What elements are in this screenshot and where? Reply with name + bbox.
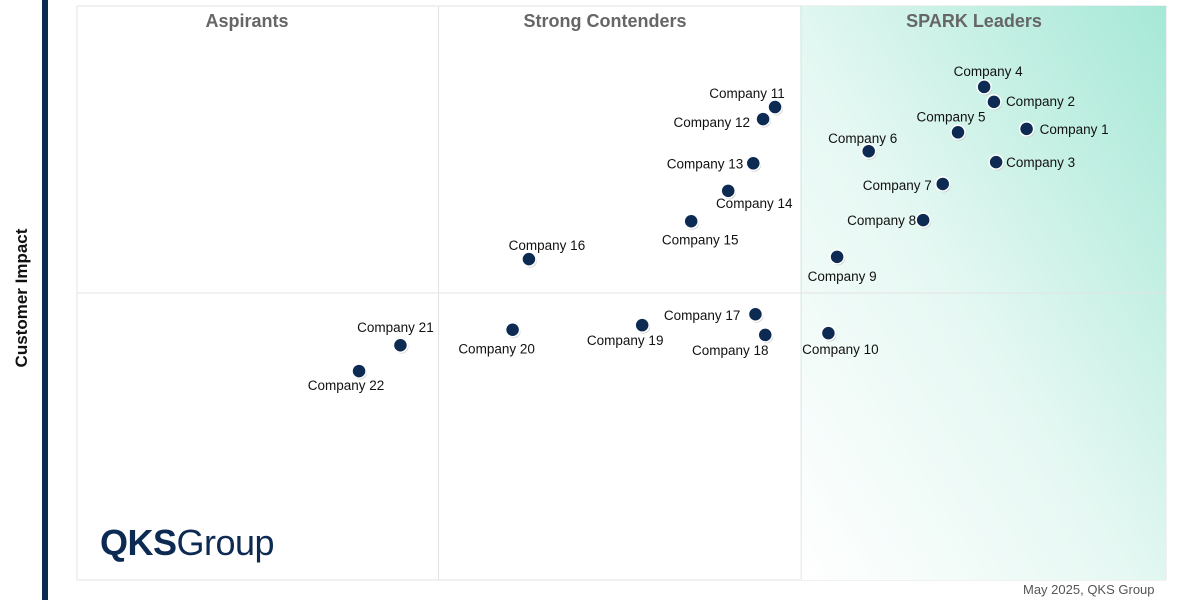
point-label: Company 14 [716, 196, 793, 211]
quadrant-title: Aspirants [205, 11, 288, 31]
source-credit: May 2025, QKS Group [1023, 582, 1155, 597]
data-point: Company 15 [662, 213, 739, 247]
data-point: Company 5 [916, 109, 986, 141]
data-point: Company 17 [664, 306, 764, 323]
data-point: Company 9 [808, 249, 877, 284]
quadrant-title: SPARK Leaders [906, 11, 1042, 31]
data-point: Company 22 [308, 363, 385, 393]
point-label: Company 9 [808, 269, 877, 284]
marker [747, 306, 764, 322]
marker [755, 111, 771, 127]
axis-bar [42, 0, 48, 600]
marker [767, 99, 783, 115]
point-label: Company 20 [458, 342, 535, 357]
data-point: Company 7 [863, 176, 951, 193]
data-point: Company 4 [954, 64, 1024, 96]
data-point: Company 16 [509, 238, 586, 268]
marker [988, 154, 1004, 170]
point-label: Company 11 [709, 86, 785, 101]
point-label: Company 5 [916, 109, 985, 124]
marker [986, 94, 1002, 110]
marker [820, 325, 837, 341]
marker [860, 143, 877, 159]
point-label: Company 13 [667, 156, 744, 171]
marker [757, 327, 773, 343]
data-point: Company 2 [986, 94, 1075, 111]
data-point: Company 10 [802, 325, 879, 357]
point-label: Company 4 [954, 64, 1024, 79]
qks-group-logo: QKSGroup [100, 522, 275, 563]
marker [634, 317, 650, 333]
marker [976, 79, 992, 95]
marker [504, 321, 521, 338]
data-point: Company 6 [828, 131, 897, 160]
point-label: Company 15 [662, 232, 739, 247]
data-point: Company 13 [667, 155, 762, 172]
data-point: Company 8 [847, 212, 932, 229]
data-point: Company 21 [357, 320, 434, 354]
data-point: Company 3 [988, 154, 1075, 171]
point-label: Company 17 [664, 308, 741, 323]
point-label: Company 10 [802, 342, 879, 357]
marker [683, 213, 699, 229]
point-label: Company 1 [1040, 122, 1109, 137]
data-point: Company 11 [709, 86, 785, 116]
marker [915, 212, 931, 228]
point-label: Company 22 [308, 378, 385, 393]
marker [745, 155, 762, 172]
marker [392, 337, 409, 353]
data-point: Company 19 [587, 317, 664, 348]
marker [829, 249, 845, 265]
point-label: Company 3 [1006, 155, 1075, 170]
data-point: Company 1 [1018, 121, 1109, 138]
marker [351, 363, 367, 379]
data-point: Company 14 [716, 183, 793, 211]
point-label: Company 21 [357, 320, 434, 335]
marker [720, 183, 736, 199]
marker [950, 124, 966, 141]
point-label: Company 6 [828, 131, 897, 146]
marker [521, 251, 537, 267]
marker [1018, 121, 1035, 137]
point-label: Company 12 [674, 115, 751, 130]
point-label: Company 2 [1006, 94, 1075, 109]
quadrant-title: Strong Contenders [523, 11, 686, 31]
data-point: Company 20 [458, 321, 535, 357]
point-label: Company 16 [509, 238, 586, 253]
marker [935, 176, 951, 192]
point-label: Company 19 [587, 333, 664, 348]
data-point: Company 12 [674, 111, 772, 130]
data-point: Company 18 [692, 327, 774, 358]
point-label: Company 18 [692, 343, 769, 358]
point-label: Company 8 [847, 213, 916, 228]
point-label: Company 7 [863, 178, 932, 193]
